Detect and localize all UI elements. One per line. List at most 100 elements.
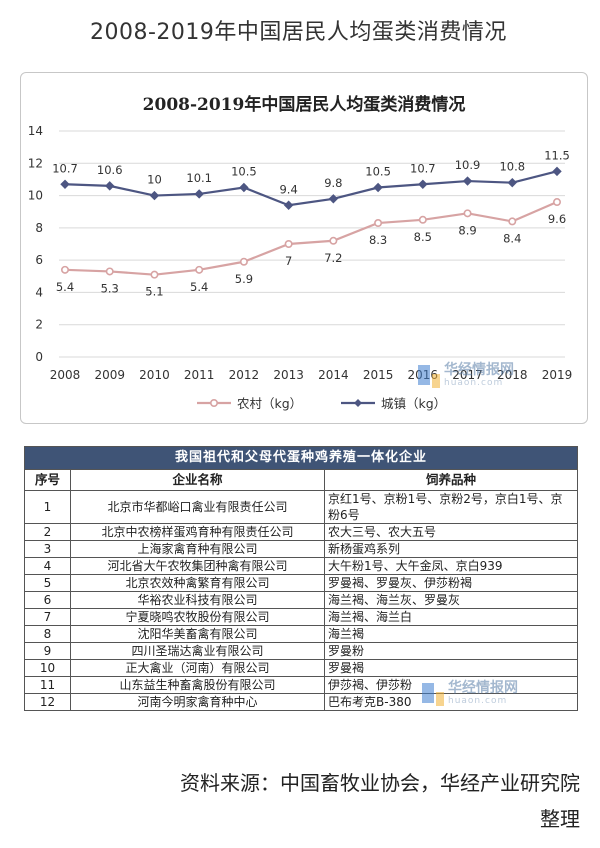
table-row: 6 华裕农业科技有限公司 海兰褐、海兰灰、罗曼灰 [24,591,579,609]
source-line-1: 资料来源：中国畜牧业协会，华经产业研究院 [180,771,580,795]
table-row: 3 上海家禽育种有限公司 新杨蛋鸡系列 [24,540,579,558]
row-varieties: 罗曼粉 [323,642,579,660]
x-tick-label: 2015 [363,368,394,382]
data-point [239,182,249,193]
row-enterprise: 宁夏晓鸣农牧股份有限公司 [70,608,325,626]
data-label: 9.6 [548,212,566,226]
row-varieties: 新杨蛋鸡系列 [323,540,579,558]
data-label: 10.1 [186,171,212,185]
watermark-url: huaon.com [444,378,504,388]
data-label: 11.5 [544,148,570,162]
legend-marker [354,399,362,407]
series-line-urban [64,170,558,207]
data-point [60,179,70,189]
x-tick-label: 2017 [452,368,483,382]
line-chart: 2008-2019年中国居民人均蛋类消费情况 0 2 4 6 8 10 12 14 2008 200… [20,72,588,424]
legend-label: 农村（kg） [237,396,302,411]
table-row: 1 北京市华都峪口禽业有限责任公司 京红1号、京粉1号、京粉2号，京白1号、京粉6号 [24,490,579,524]
data-point [507,177,517,188]
table-body: 1 北京市华都峪口禽业有限责任公司 京红1号、京粉1号、京粉2号，京白1号、京粉6号… [24,490,579,711]
row-varieties: 海兰褐、海兰灰、罗曼灰 [323,591,579,609]
header-index: 序号 [24,469,71,491]
data-point [105,267,114,276]
x-tick-label: 2019 [542,368,573,382]
x-tick-label: 2018 [497,368,528,382]
table-row: 10 正大禽业（河南）有限公司 罗曼褐 [24,659,579,677]
data-label: 10.7 [410,161,436,175]
row-enterprise: 四川圣瑞达禽业有限公司 [70,642,325,660]
table-row: 7 宁夏晓鸣农牧股份有限公司 海兰褐、海兰白 [24,608,579,626]
row-enterprise: 沈阳华美畜禽有限公司 [70,625,325,643]
watermark-logo-accent-icon [432,374,440,388]
table-title: 我国祖代和父母代蛋种鸡养殖一体化企业 [23,446,579,470]
y-tick-label: 10 [28,189,43,203]
row-enterprise: 北京中农榜样蛋鸡育种有限责任公司 [70,523,325,541]
row-varieties: 巴布考克B-380 [323,693,579,711]
data-label: 5.9 [235,272,253,286]
x-tick-label: 2012 [229,368,260,382]
data-label: 10.7 [52,161,78,175]
watermark-url: huaon.com [448,696,508,706]
data-point [195,265,204,274]
data-point [150,270,159,279]
row-index: 9 [24,642,71,660]
enterprise-table: 我国祖代和父母代蛋种鸡养殖一体化企业 序号 企业名称 饲养品种 1 北京市华都峪口… [23,446,579,711]
row-index: 6 [24,591,71,609]
legend-marker [210,398,219,407]
data-label: 5.4 [56,280,74,294]
y-tick-label: 12 [28,156,43,170]
x-tick-label: 2013 [273,368,304,382]
data-label: 10.5 [231,165,257,179]
page-title: 2008-2019年中国居民人均蛋类消费情况 [90,20,507,45]
data-point [373,182,383,193]
data-point [239,257,248,266]
data-point [552,166,562,177]
table-row: 12 河南今明家禽育种中心 巴布考克B-380 [24,693,579,711]
row-index: 10 [24,659,71,677]
watermark-logo-accent-icon [436,692,444,706]
chart-svg: 2008-2019年中国居民人均蛋类消费情况 0 2 4 6 8 10 12 14 2008 200… [28,94,573,411]
header-enterprise: 企业名称 [70,469,325,491]
series-line-rural [64,201,558,276]
row-enterprise: 上海家禽育种有限公司 [70,540,325,558]
data-label: 9.8 [324,176,342,190]
data-point [462,176,473,186]
data-label: 9.4 [279,182,297,196]
data-label: 10.8 [499,160,525,174]
data-label: 5.1 [145,285,163,299]
y-tick-label: 14 [28,124,43,138]
header-varieties: 饲养品种 [323,469,579,491]
row-enterprise: 河北省大午农牧集团种禽有限公司 [70,557,325,575]
watermark-name: 华经情报网 [444,362,514,378]
row-index: 11 [24,676,71,694]
data-label: 10 [147,173,162,187]
row-index: 5 [24,574,71,592]
data-label: 5.3 [101,281,119,295]
row-varieties: 大午粉1号、大午金凤、京白939 [323,557,579,575]
row-index: 7 [24,608,71,626]
row-index: 12 [24,693,71,711]
data-label: 7 [285,254,292,268]
data-label: 5.4 [190,280,208,294]
data-label: 10.6 [97,163,123,177]
row-index: 1 [24,490,71,524]
table-row: 2 北京中农榜样蛋鸡育种有限责任公司 农大三号、农大五号 [24,523,579,541]
y-tick-label: 8 [35,221,43,235]
legend-label: 城镇（kg） [381,396,446,411]
data-label: 7.2 [324,251,342,265]
y-tick-label: 0 [35,350,43,364]
watermark-logo-icon [422,683,434,703]
data-label: 10.9 [455,158,481,172]
y-tick-label: 2 [35,318,43,332]
data-label: 8.9 [458,223,476,237]
data-point [60,265,69,274]
row-enterprise: 华裕农业科技有限公司 [70,591,325,609]
watermark-logo-icon [418,365,430,385]
data-label: 8.3 [369,233,387,247]
row-index: 3 [24,540,71,558]
data-point [328,194,339,204]
data-label: 10.5 [365,165,391,179]
y-tick-label: 4 [35,285,43,299]
y-tick-label: 6 [35,253,43,267]
chart-title: 2008-2019年中国居民人均蛋类消费情况 [143,94,466,115]
